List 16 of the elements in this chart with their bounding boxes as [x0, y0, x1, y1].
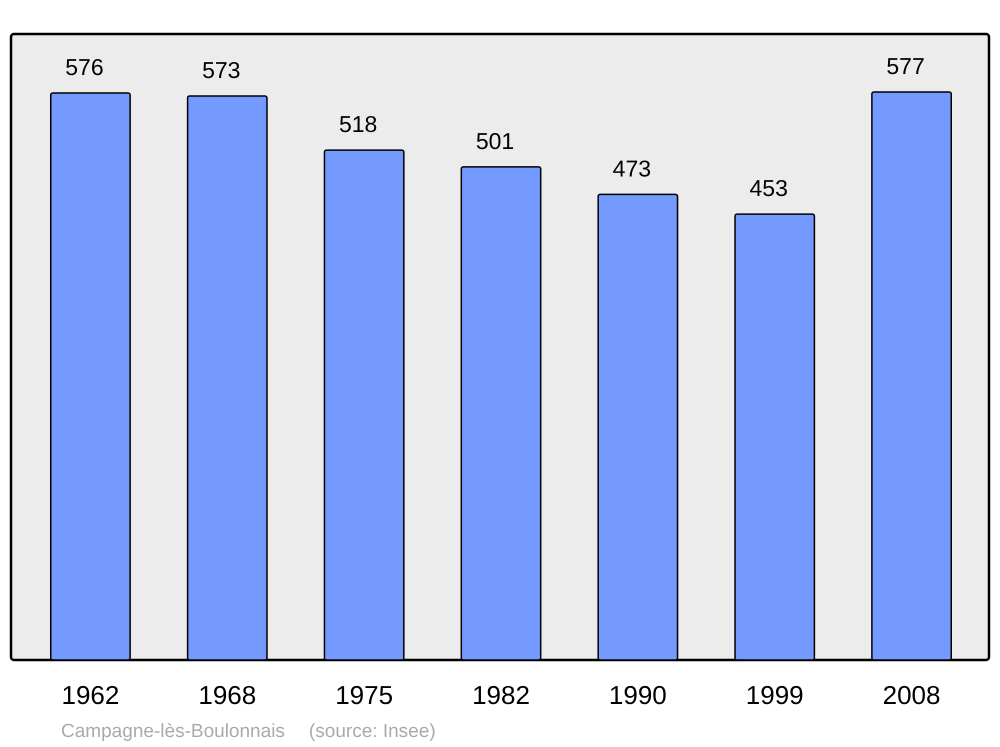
- x-tick-label: 1968: [198, 680, 256, 710]
- x-tick-label: 1990: [608, 680, 667, 710]
- text: Campagne-lès-Boulonnais: [61, 721, 285, 742]
- data-label: 501: [476, 128, 514, 154]
- data-label: 576: [65, 54, 104, 80]
- x-tick-label: 1999: [746, 680, 804, 710]
- x-tick-label: 1975: [335, 680, 394, 710]
- x-tick-label: 2008: [882, 680, 940, 710]
- data-label: 518: [338, 111, 378, 138]
- data-label: 453: [750, 175, 788, 202]
- x-tick-label: 1982: [472, 680, 530, 710]
- x-tick-label: 1962: [62, 680, 120, 710]
- data-label: 573: [202, 56, 240, 83]
- data-label: 577: [886, 53, 925, 79]
- text: (source: Insee): [308, 721, 436, 742]
- data-label: 473: [612, 155, 652, 182]
